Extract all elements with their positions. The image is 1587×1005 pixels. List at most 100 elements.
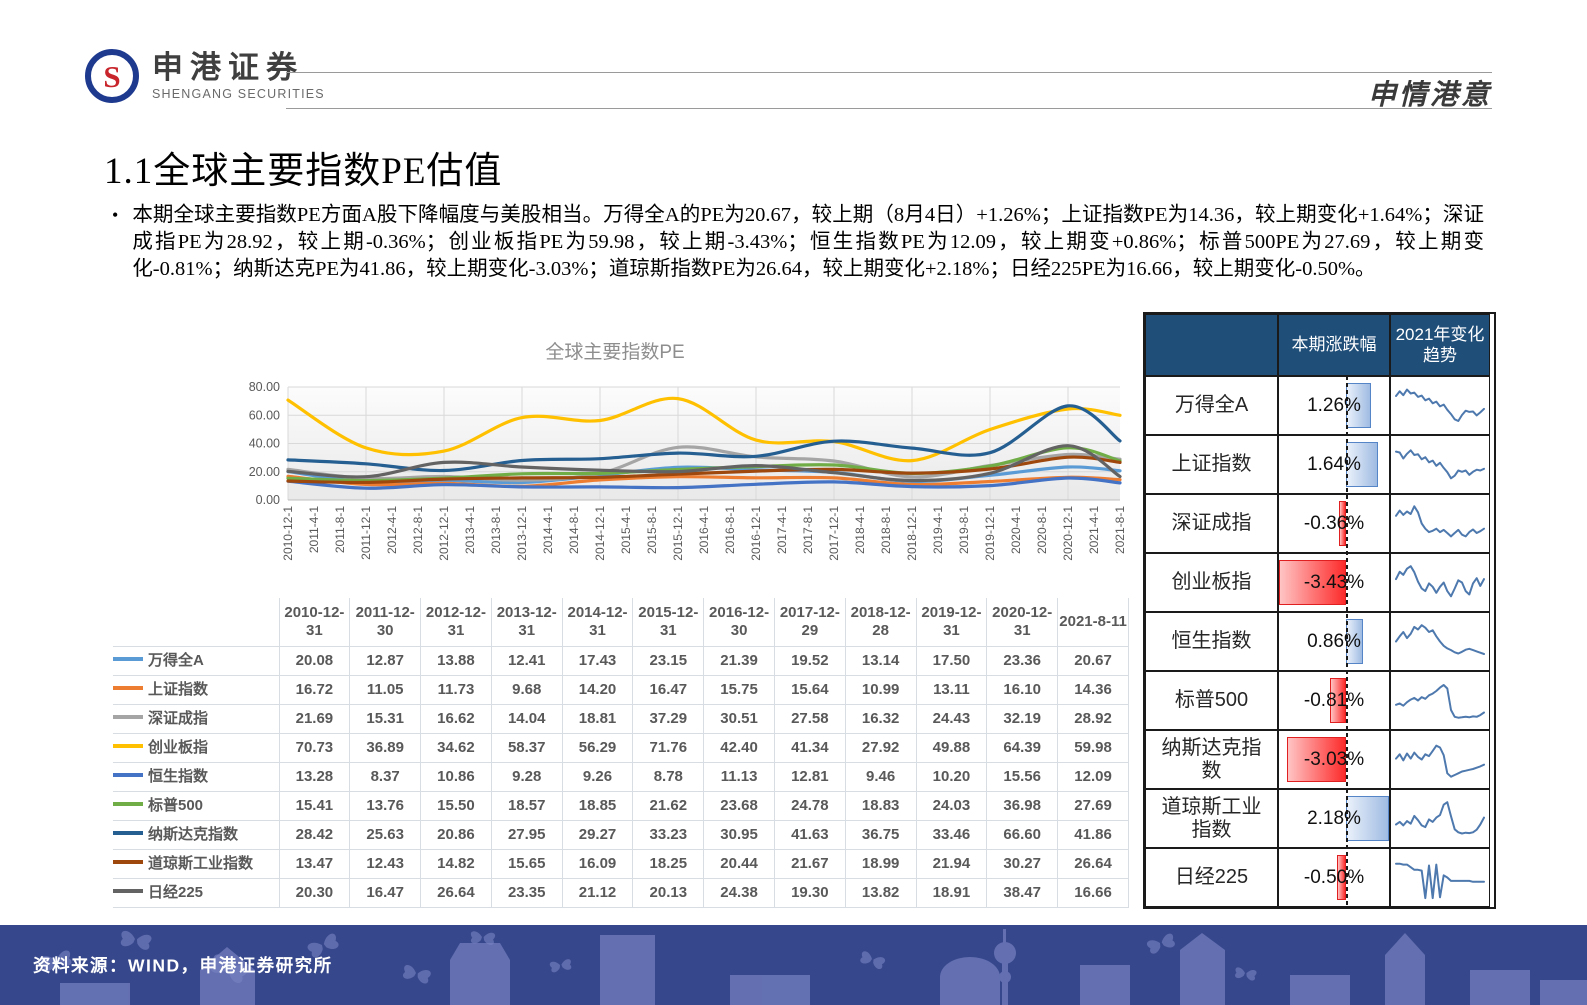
svg-text:2020-8-1: 2020-8-1 [1035,506,1049,554]
panel-change-cell: 0.86% [1278,612,1390,671]
date-header: 2021-8-11 [1057,598,1129,647]
value-cell: 21.62 [632,791,705,821]
date-header: 2018-12-28 [844,598,917,647]
date-header: 2012-12-31 [420,598,492,647]
value-cell: 15.31 [349,704,422,734]
value-cell: 21.39 [703,646,775,676]
panel-index-name: 纳斯达克指数 [1145,730,1278,789]
pe-data-table: 2010-12-31 2011-12-30 2012-12-31 2013-12-31… [113,598,1129,908]
panel-sparkline [1390,612,1490,671]
svg-text:2017-4-1: 2017-4-1 [775,506,789,554]
value-cell: 15.64 [773,675,846,705]
bullet-marker: • [112,205,119,225]
value-cell: 10.99 [844,675,917,705]
svg-text:2012-4-1: 2012-4-1 [385,506,399,554]
value-cell: 9.68 [490,675,563,705]
svg-text:2015-4-1: 2015-4-1 [619,506,633,554]
table-row: 创业板指 70.73 36.89 34.62 58.37 56.29 71.76 42.40 4… [113,733,1129,763]
legend-color-line [113,686,143,690]
value-cell: 41.86 [1057,820,1129,850]
svg-text:2020-12-1: 2020-12-1 [1061,506,1075,561]
value-cell: 27.95 [490,820,563,850]
value-cell: 24.43 [915,704,988,734]
svg-text:2018-12-1: 2018-12-1 [905,506,919,561]
value-cell: 12.87 [349,646,422,676]
value-cell: 18.85 [561,791,634,821]
panel-change-cell: -0.36% [1278,494,1390,553]
value-cell: 20.30 [278,878,351,908]
header-rule-top [286,72,1492,73]
value-cell: 14.36 [1057,675,1129,705]
legend-item: 深证成指 [113,704,280,734]
value-cell: 27.69 [1057,791,1129,821]
value-cell: 14.04 [490,704,563,734]
value-cell: 38.47 [986,878,1059,908]
panel-sparkline [1390,376,1490,435]
data-source-note: 资料来源：WIND，申港证券研究所 [33,955,333,976]
value-cell: 18.99 [844,849,917,879]
legend-color-line [113,802,143,806]
svg-text:2012-8-1: 2012-8-1 [411,506,425,554]
value-cell: 36.98 [986,791,1059,821]
date-header: 2011-12-30 [349,598,422,647]
table-row: 深证成指 21.69 15.31 16.62 14.04 18.81 37.29 30.51 2… [113,704,1129,734]
svg-text:2014-12-1: 2014-12-1 [593,506,607,561]
value-cell: 13.82 [844,878,917,908]
value-cell: 12.09 [1057,762,1129,792]
svg-text:2016-12-1: 2016-12-1 [749,506,763,561]
page-title: 1.1全球主要指数PE估值 [104,151,503,192]
table-row: 道琼斯工业指数 13.47 12.43 14.82 15.65 16.09 18.25 20.… [113,849,1129,879]
svg-text:2013-8-1: 2013-8-1 [489,506,503,554]
brand-name-cn: 申港证券 [152,49,304,85]
value-cell: 14.20 [561,675,634,705]
value-cell: 15.65 [490,849,563,879]
value-cell: 16.32 [844,704,917,734]
legend-color-line [113,773,143,777]
panel-header-change: 本期涨跌幅 [1278,314,1390,376]
value-cell: 59.98 [1057,733,1129,763]
summary-text: 本期全球主要指数PE方面A股下降幅度与美股相当。万得全A的PE为20.67，较上… [132,204,1484,281]
series-line [286,404,1122,473]
svg-text:2017-8-1: 2017-8-1 [801,506,815,554]
svg-text:2017-12-1: 2017-12-1 [827,506,841,561]
value-cell: 12.81 [773,762,846,792]
panel-index-name: 深证成指 [1145,494,1278,553]
series-line [286,455,1122,485]
date-header: 2014-12-31 [561,598,634,647]
panel-change-cell: -3.03% [1278,730,1390,789]
svg-text:2011-8-1: 2011-8-1 [333,506,347,553]
panel-sparkline [1390,435,1490,494]
value-cell: 13.11 [915,675,988,705]
value-cell: 16.09 [561,849,634,879]
value-cell: 42.40 [703,733,775,763]
legend-color-line [113,744,143,748]
value-cell: 13.28 [278,762,351,792]
svg-text:2018-8-1: 2018-8-1 [879,506,893,554]
value-cell: 23.68 [703,791,775,821]
svg-text:0.00: 0.00 [256,493,280,507]
date-header: 2013-12-31 [490,598,563,647]
legend-color-line [113,657,143,661]
value-cell: 23.36 [986,646,1059,676]
panel-index-name: 日经225 [1145,848,1278,907]
series-line [286,396,1122,463]
svg-text:2011-4-1: 2011-4-1 [307,506,321,553]
svg-text:2012-12-1: 2012-12-1 [437,506,451,561]
svg-text:2018-4-1: 2018-4-1 [853,506,867,554]
value-cell: 11.05 [349,675,422,705]
svg-text:2015-12-1: 2015-12-1 [671,506,685,561]
value-cell: 10.86 [420,762,492,792]
value-cell: 11.73 [420,675,492,705]
table-row: 标普500 15.41 13.76 15.50 18.57 18.85 21.62 23.68… [113,791,1129,821]
panel-sparkline [1390,730,1490,789]
value-cell: 8.78 [632,762,705,792]
value-cell: 21.12 [561,878,634,908]
svg-text:2019-8-1: 2019-8-1 [957,506,971,554]
header-rule-bottom [286,108,1492,109]
value-cell: 18.57 [490,791,563,821]
value-cell: 27.92 [844,733,917,763]
value-cell: 13.47 [278,849,351,879]
value-cell: 32.19 [986,704,1059,734]
value-cell: 24.03 [915,791,988,821]
value-cell: 18.91 [915,878,988,908]
